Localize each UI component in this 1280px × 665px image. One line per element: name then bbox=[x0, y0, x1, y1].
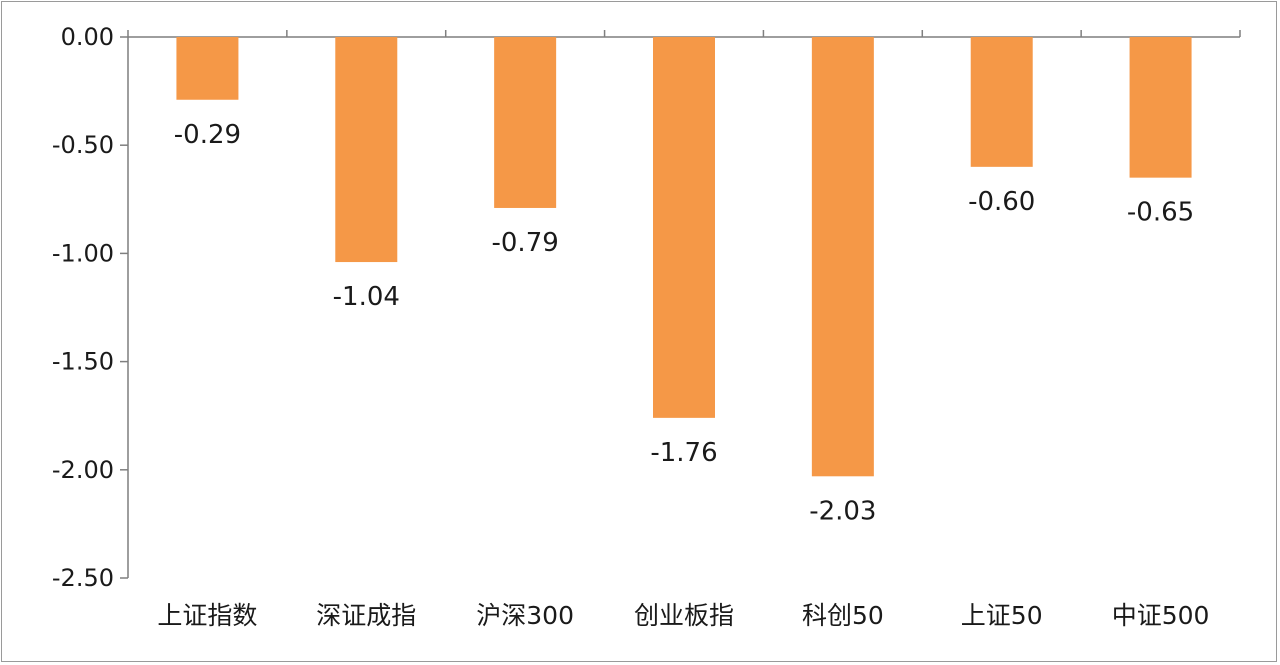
y-tick-label: -1.00 bbox=[52, 239, 114, 267]
y-tick-label: -2.50 bbox=[52, 564, 114, 592]
y-tick-label: -2.00 bbox=[52, 456, 114, 484]
bar bbox=[1129, 37, 1192, 178]
data-label: -0.65 bbox=[1127, 198, 1194, 228]
data-label: -0.60 bbox=[968, 187, 1035, 217]
data-label: -0.79 bbox=[492, 228, 559, 258]
bar bbox=[494, 37, 557, 208]
x-category-label: 上证50 bbox=[961, 601, 1043, 630]
y-tick-label: 0.00 bbox=[61, 23, 114, 51]
x-category-label: 深证成指 bbox=[316, 601, 416, 630]
x-category-label: 创业板指 bbox=[634, 601, 734, 630]
category-labels: 上证指数 深证成指 沪深300 创业板指 科创50 上证50 中证500 bbox=[157, 601, 1209, 630]
y-tick-label: -1.50 bbox=[52, 348, 114, 376]
data-label: -2.03 bbox=[809, 496, 876, 526]
x-category-label: 中证500 bbox=[1112, 601, 1210, 630]
y-tick-label: -0.50 bbox=[52, 131, 114, 159]
bar bbox=[970, 37, 1033, 167]
data-labels: -0.29 -1.04 -0.79 -1.76 -2.03 -0.60 -0.65 bbox=[174, 120, 1194, 527]
bar bbox=[335, 37, 398, 263]
data-label: -1.04 bbox=[333, 282, 400, 312]
bar bbox=[653, 37, 715, 418]
x-category-label: 沪深300 bbox=[476, 601, 574, 630]
y-axis: 0.00 -0.50 -1.00 -1.50 -2.00 -2.50 bbox=[52, 23, 129, 592]
bars bbox=[176, 37, 1192, 477]
x-category-label: 科创50 bbox=[802, 601, 884, 630]
bar bbox=[176, 37, 239, 100]
data-label: -0.29 bbox=[174, 120, 241, 150]
data-label: -1.76 bbox=[650, 438, 717, 468]
bar bbox=[811, 37, 874, 477]
x-axis bbox=[127, 30, 1241, 38]
x-category-label: 上证指数 bbox=[157, 601, 257, 630]
